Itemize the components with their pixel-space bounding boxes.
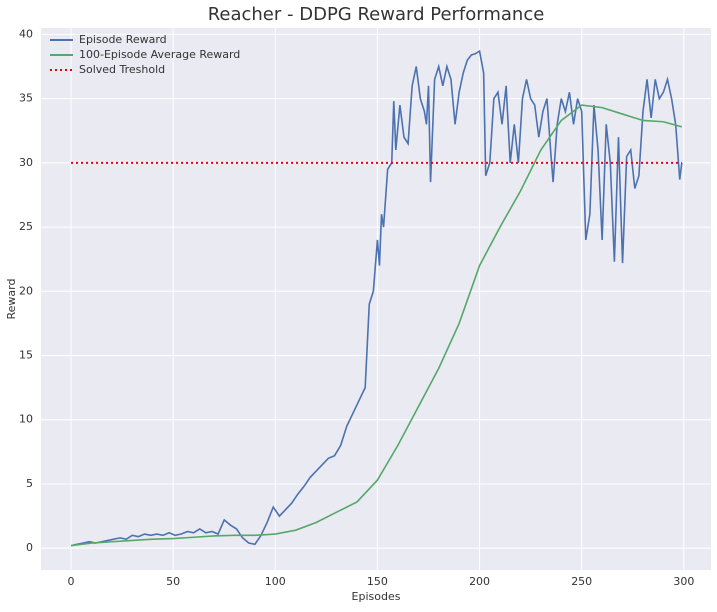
series-line [70, 49, 683, 547]
legend-label: Episode Reward [79, 33, 167, 46]
x-tick-label: 50 [166, 575, 180, 588]
x-tick-label: 150 [367, 575, 388, 588]
x-axis-label: Episodes [352, 590, 401, 603]
y-tick-label: 0 [26, 541, 33, 554]
legend: Episode Reward 100-Episode Average Reward… [50, 33, 240, 76]
series-line [70, 104, 683, 547]
y-tick-label: 25 [19, 220, 33, 233]
plot-area [41, 28, 711, 570]
x-tick-label: 0 [68, 575, 75, 588]
y-tick-label: 35 [19, 92, 33, 105]
legend-label: Solved Treshold [79, 63, 165, 76]
y-tick-label: 15 [19, 349, 33, 362]
y-tick-label: 30 [19, 156, 33, 169]
y-tick-label: 10 [19, 413, 33, 426]
chart-title: Reacher - DDPG Reward Performance [208, 4, 545, 25]
y-axis-label: Reward [5, 279, 18, 320]
lines [70, 49, 683, 547]
x-tick-label: 300 [673, 575, 694, 588]
x-tick-label: 200 [469, 575, 490, 588]
x-tick-label: 250 [571, 575, 592, 588]
y-tick-label: 20 [19, 284, 33, 297]
y-tick-label: 5 [26, 477, 33, 490]
x-tick-label: 100 [265, 575, 286, 588]
y-tick-label: 40 [19, 27, 33, 40]
legend-label: 100-Episode Average Reward [79, 48, 240, 61]
